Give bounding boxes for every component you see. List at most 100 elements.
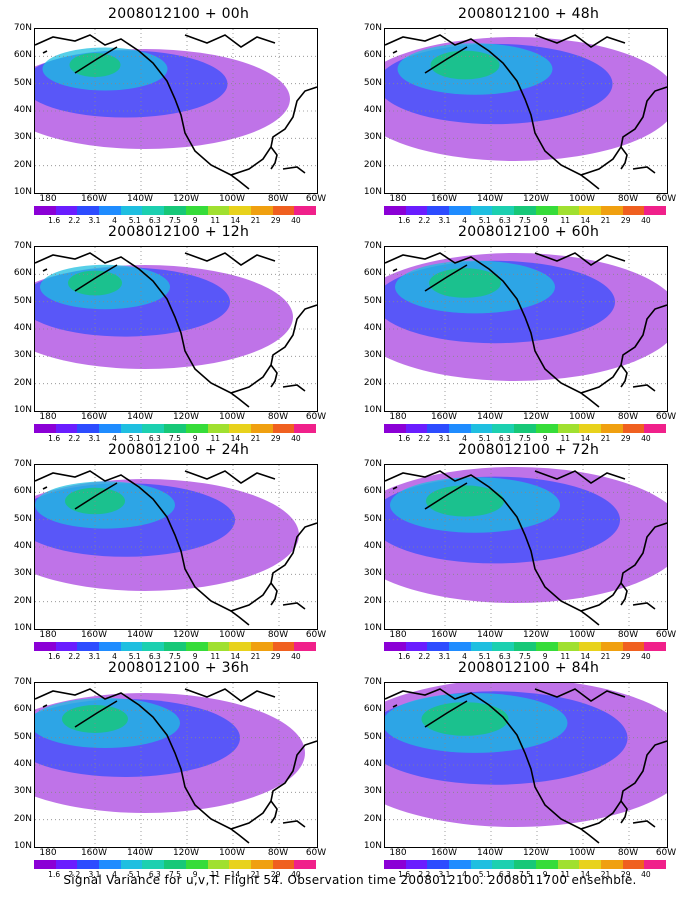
latitude-label: 50N <box>363 513 382 524</box>
colorbar-label: 5.1 <box>478 870 491 879</box>
colorbar-label: 4 <box>462 216 467 225</box>
colorbar-label: 11 <box>210 434 221 443</box>
coastline <box>534 470 626 484</box>
colorbar-swatch <box>449 424 471 433</box>
variance-map <box>34 246 318 412</box>
latitude-label: 10N <box>363 841 382 851</box>
variance-map <box>384 464 668 630</box>
longitude-label: 140W <box>126 848 154 858</box>
colorbar-label: 29 <box>620 434 631 443</box>
latitude-label: 20N <box>13 159 32 170</box>
latitude-label: 20N <box>13 377 32 388</box>
colorbar-swatch <box>120 642 143 651</box>
colorbar-swatch <box>142 642 165 651</box>
colorbar-label: 29 <box>620 216 631 225</box>
latitude-label: 30N <box>363 568 382 579</box>
colorbar-label: 6.3 <box>498 652 511 661</box>
coastline <box>282 820 306 828</box>
colorbar-swatch <box>294 860 316 869</box>
colorbar-swatch <box>514 642 536 651</box>
colorbar-label: 5.1 <box>128 652 141 661</box>
colorbar-swatch <box>120 860 143 869</box>
longitude-label: 80W <box>267 194 289 204</box>
colorbar-label: 11 <box>210 216 221 225</box>
map-panel: 2008012100 + 84h 70N 60N 50N 40N 30N 20N 10N 180… <box>350 660 690 879</box>
longitude-label: 160W <box>80 630 108 640</box>
latitude-label: 70N <box>363 241 382 251</box>
colorbar-swatch <box>250 642 273 651</box>
colorbar-swatch <box>142 860 165 869</box>
colorbar-swatch <box>34 424 56 433</box>
longitude-label: 60W <box>305 412 327 422</box>
colorbar-label: 14 <box>230 652 241 661</box>
colorbar-label: 21 <box>600 216 611 225</box>
latitude-label: 60N <box>13 50 32 61</box>
coastline <box>184 252 276 266</box>
longitude-label: 160W <box>430 848 458 858</box>
longitude-label: 120W <box>522 194 550 204</box>
latitude-label: 10N <box>13 623 32 633</box>
coastline <box>632 602 656 610</box>
colorbar-swatch <box>77 642 100 651</box>
coastline <box>534 34 626 48</box>
longitude-label: 180 <box>39 194 57 204</box>
latitude-label: 30N <box>363 786 382 797</box>
colorbar-swatch <box>427 642 450 651</box>
colorbar-swatch <box>405 424 428 433</box>
coastline <box>632 166 656 174</box>
variance-contour <box>430 50 500 80</box>
latitude-label: 20N <box>13 595 32 606</box>
colorbar-swatch <box>535 424 558 433</box>
longitude-label: 100W <box>568 848 596 858</box>
colorbar-label: 21 <box>250 216 261 225</box>
colorbar-label: 4 <box>112 434 117 443</box>
colorbar-swatch <box>120 206 143 215</box>
colorbar <box>34 642 316 651</box>
panel-title: 2008012100 + 00h <box>108 6 250 22</box>
latitude-label: 70N <box>13 23 32 33</box>
coastline <box>392 704 398 708</box>
colorbar-swatch <box>535 642 558 651</box>
longitude-label: 180 <box>39 848 57 858</box>
latitude-label: 40N <box>363 759 382 769</box>
coastline <box>424 46 468 74</box>
colorbar-label: 9 <box>192 434 198 443</box>
colorbar-label: 3.1 <box>88 434 101 443</box>
colorbar-label: 3.1 <box>88 652 101 661</box>
colorbar-swatch <box>207 424 230 433</box>
latitude-label: 70N <box>363 23 382 33</box>
colorbar-swatch <box>294 206 316 215</box>
longitude-label: 120W <box>172 194 200 204</box>
coastline <box>620 582 628 606</box>
coastline <box>282 166 306 174</box>
coastline <box>74 482 118 510</box>
panel-title: 2008012100 + 72h <box>458 442 600 458</box>
colorbar-swatch <box>492 860 515 869</box>
longitude-label: 80W <box>267 630 289 640</box>
latitude-label: 60N <box>363 486 382 497</box>
longitude-label: 160W <box>80 412 108 422</box>
coastline <box>230 174 250 190</box>
colorbar-swatch <box>557 424 580 433</box>
coastline <box>230 392 250 408</box>
colorbar-label: 14 <box>230 216 241 225</box>
colorbar-swatch <box>470 424 493 433</box>
coastline <box>35 470 317 612</box>
latitude-label: 50N <box>13 513 32 524</box>
longitude-label: 100W <box>218 194 246 204</box>
colorbar-swatch <box>600 206 623 215</box>
colorbar-label: 4 <box>112 216 117 225</box>
colorbar-swatch <box>34 642 56 651</box>
latitude-label: 30N <box>13 786 32 797</box>
colorbar-label: 11 <box>210 652 221 661</box>
colorbar-swatch <box>600 642 623 651</box>
coastline <box>282 602 306 610</box>
colorbar-swatch <box>622 642 645 651</box>
variance-map <box>384 246 668 412</box>
colorbar-label: 29 <box>270 870 281 879</box>
colorbar-label: 7.5 <box>169 216 181 225</box>
colorbar-swatch <box>55 424 78 433</box>
colorbar <box>384 424 666 433</box>
coastline <box>42 268 48 272</box>
longitude-label: 120W <box>522 848 550 858</box>
